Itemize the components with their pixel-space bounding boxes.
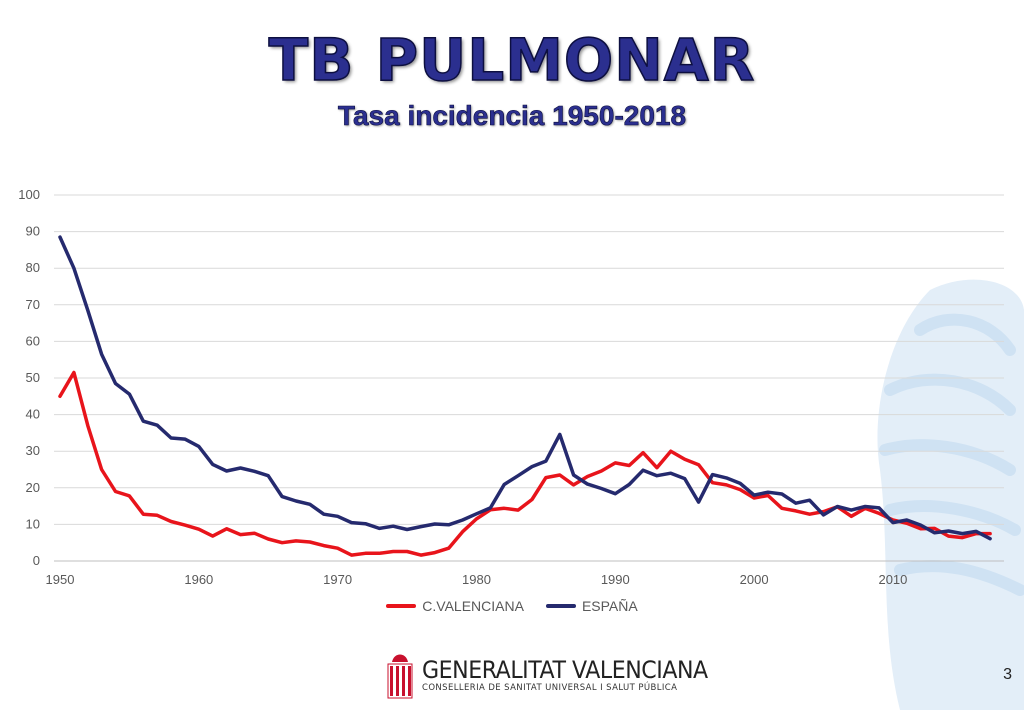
y-tick-label: 40	[26, 407, 40, 422]
line-chart: 0 10 20 30 40 50 60 70 80 90 100 1950 1960 1970 1980 19…	[18, 187, 1004, 587]
y-tick-label: 60	[26, 333, 40, 348]
y-tick-label: 80	[26, 260, 40, 275]
legend-item-c-valenciana: C.VALENCIANA	[386, 598, 524, 614]
x-tick-label: 1970	[323, 572, 352, 587]
slide-subtitle: Tasa incidencia 1950-2018	[337, 100, 687, 132]
coat-of-arms-watermark	[877, 279, 1024, 710]
legend-item-espana: ESPAÑA	[545, 598, 638, 614]
generalitat-logo: GENERALITAT VALENCIANA CONSELLERIA DE SA…	[386, 650, 733, 700]
y-tick-label: 30	[26, 443, 40, 458]
legend-swatch-espana	[545, 604, 576, 608]
x-tick-label: 1980	[462, 572, 491, 587]
page-number: 3	[1003, 666, 1012, 683]
y-tick-label: 70	[26, 297, 40, 312]
y-tick-label: 50	[26, 370, 40, 385]
y-tick-label: 90	[26, 224, 40, 239]
legend-swatch-c-valenciana	[386, 604, 417, 608]
logo-name: GENERALITAT VALENCIANA	[422, 655, 708, 684]
y-tick-label: 100	[18, 187, 40, 202]
y-tick-label: 0	[33, 553, 40, 568]
y-tick-label: 20	[26, 480, 40, 495]
series-line-1	[58, 235, 992, 541]
slide-title: TB PULMONAR	[268, 25, 756, 95]
series-line-0	[58, 370, 992, 557]
legend-label-espana: ESPAÑA	[581, 598, 638, 614]
y-tick-label: 10	[26, 516, 40, 531]
x-tick-label: 1950	[46, 572, 75, 587]
x-tick-label: 1960	[184, 572, 213, 587]
x-tick-label: 1990	[601, 572, 630, 587]
legend-label-c-valenciana: C.VALENCIANA	[422, 598, 524, 614]
chart-legend: C.VALENCIANA ESPAÑA	[0, 598, 1024, 614]
x-tick-label: 2010	[878, 572, 907, 587]
coat-of-arms-icon	[387, 654, 413, 699]
logo-department: CONSELLERIA DE SANITAT UNIVERSAL I SALUT…	[422, 682, 678, 693]
x-tick-label: 2000	[740, 572, 769, 587]
